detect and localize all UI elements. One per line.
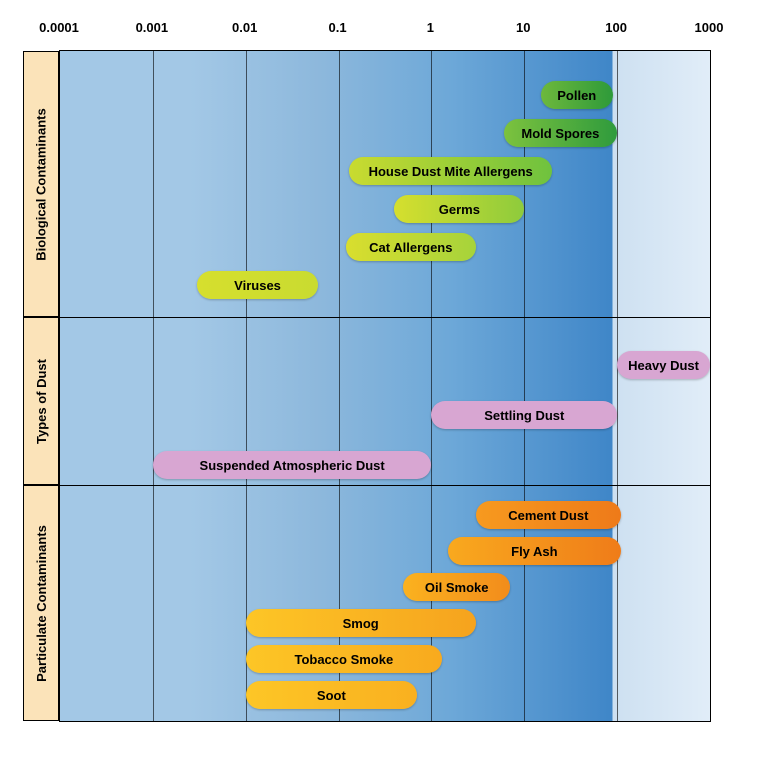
range-bar: House Dust Mite Allergens (349, 157, 552, 185)
range-bar: Germs (394, 195, 524, 223)
range-bar: Smog (246, 609, 476, 637)
range-bar: Mold Spores (504, 119, 617, 147)
category-label-text: Biological Contaminants (34, 108, 49, 260)
range-bar: Cement Dust (476, 501, 621, 529)
range-bar: Heavy Dust (617, 351, 710, 379)
range-bar: Viruses (197, 271, 318, 299)
gridline-vertical (617, 51, 618, 721)
axis-tick-label: 100 (605, 20, 627, 35)
axis-tick-label: 0.01 (232, 20, 257, 35)
category-label-text: Particulate Contaminants (34, 525, 49, 682)
category-label-bio: Biological Contaminants (23, 51, 59, 317)
x-axis-labels: 0.00010.0010.010.11101001000 (59, 20, 709, 40)
gridline-vertical (524, 51, 525, 721)
range-bar: Fly Ash (448, 537, 621, 565)
gridline-horizontal (60, 485, 710, 486)
range-bar: Tobacco Smoke (246, 645, 442, 673)
category-label-dust: Types of Dust (23, 317, 59, 485)
axis-tick-label: 1000 (695, 20, 724, 35)
axis-tick-label: 10 (516, 20, 530, 35)
category-label-part: Particulate Contaminants (23, 485, 59, 721)
range-bar: Soot (246, 681, 417, 709)
plot-area: Pollen Mold Spores House Dust Mite Allerge… (59, 50, 711, 722)
range-bar: Pollen (541, 81, 613, 109)
axis-tick-label: 0.0001 (39, 20, 79, 35)
range-bar: Suspended Atmospheric Dust (153, 451, 432, 479)
range-bar: Settling Dust (431, 401, 617, 429)
category-label-text: Types of Dust (34, 359, 49, 444)
gridline-horizontal (60, 317, 710, 318)
axis-tick-label: 0.001 (136, 20, 169, 35)
gridline-vertical (153, 51, 154, 721)
chart-container: 0.0001 0.001 0.01 0.1 1 10 100 1000 Biological … (0, 0, 765, 765)
range-bar: Cat Allergens (346, 233, 476, 261)
range-bar: Oil Smoke (403, 573, 509, 601)
category-labels: Biological Contaminants Types of Dust Part… (23, 51, 59, 721)
axis-tick-label: 1 (427, 20, 434, 35)
axis-tick-label: 0.1 (329, 20, 347, 35)
